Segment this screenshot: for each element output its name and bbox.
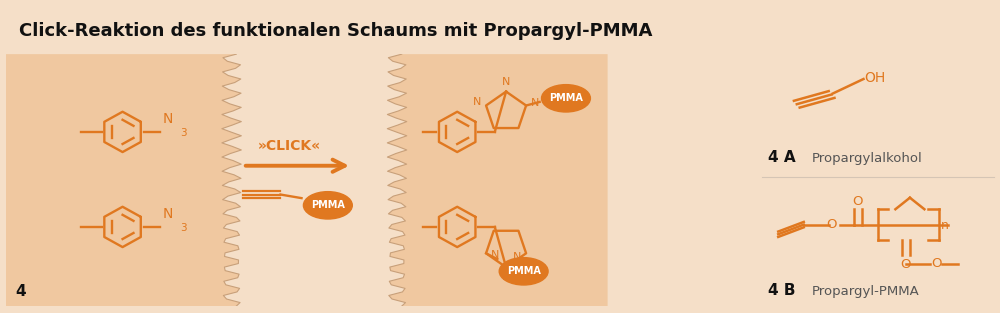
Text: PMMA: PMMA [507,266,541,276]
Text: 3: 3 [180,128,186,138]
Text: 4: 4 [15,284,26,299]
Text: N: N [472,97,481,107]
Text: n: n [941,219,949,232]
Text: PMMA: PMMA [549,93,583,103]
Text: 4 A: 4 A [768,150,795,165]
Text: N: N [162,207,173,221]
Text: Click-Reaktion des funktionalen Schaums mit Propargyl-PMMA: Click-Reaktion des funktionalen Schaums … [19,22,652,40]
Text: N: N [491,250,500,260]
Ellipse shape [303,192,352,219]
Text: »CLICK«: »CLICK« [258,140,321,153]
Text: N: N [531,98,540,108]
Text: O: O [826,218,837,231]
Text: O: O [852,195,863,208]
Text: OH: OH [864,71,885,85]
Text: N: N [162,112,173,126]
Polygon shape [6,54,241,306]
Text: 3: 3 [180,223,186,233]
Text: 4 B: 4 B [768,284,795,298]
Text: N: N [502,77,510,87]
Text: N: N [502,272,510,282]
Text: Propargylalkohol: Propargylalkohol [811,152,922,165]
Text: O: O [931,257,942,270]
Text: N: N [512,252,521,262]
Text: Propargyl-PMMA: Propargyl-PMMA [811,285,919,298]
Ellipse shape [542,85,590,112]
Text: PMMA: PMMA [311,200,345,210]
Polygon shape [387,54,608,306]
Ellipse shape [499,258,548,285]
Text: O: O [901,259,911,271]
